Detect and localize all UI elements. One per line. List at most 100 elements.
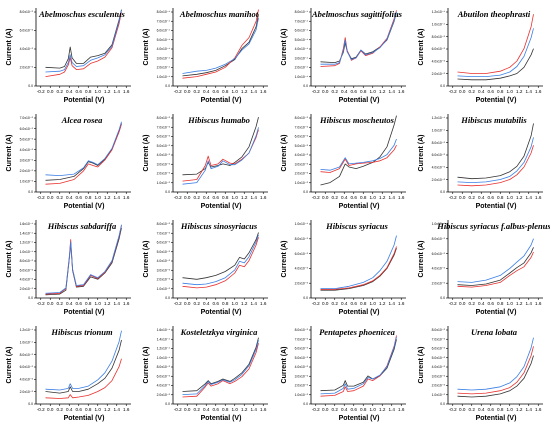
y-tick-label: 2.0x10⁻⁴: [295, 66, 309, 70]
series-line-blue: [45, 121, 122, 176]
series-line-red: [457, 14, 534, 74]
y-tick-label: 7.0x10⁻⁵: [295, 125, 309, 129]
x-tick-label: 0.0: [184, 301, 191, 306]
x-tick-label: 0.6: [213, 89, 220, 94]
y-tick-label: 8.0x10⁻⁵: [432, 141, 446, 145]
x-tick-label: 0.2: [194, 89, 201, 94]
x-tick-label: 1.6: [398, 301, 405, 306]
x-tick-label: 0.0: [47, 301, 54, 306]
y-tick-label: 3.0x10⁻⁴: [295, 56, 309, 60]
series-line-blue: [457, 337, 534, 391]
y-tick-label: 3.0x10⁻⁵: [157, 268, 171, 272]
y-tick-label: 3.0x10⁻⁵: [295, 162, 309, 166]
chart-title: Hibiscus syriacus: [325, 221, 388, 231]
x-tick-label: 0.2: [332, 301, 339, 306]
series-line-red: [45, 225, 122, 295]
y-tick-label: 5.0x10⁻⁵: [157, 250, 171, 254]
x-tick-label: 1.6: [398, 195, 405, 200]
series-line-red: [320, 335, 397, 397]
x-tick-label: 0.0: [184, 195, 191, 200]
x-tick-label: 0.2: [57, 89, 64, 94]
y-tick-label: 7.0x10⁻⁵: [432, 337, 446, 341]
series-line-black: [182, 117, 259, 176]
y-tick-label: 8.0x10⁻⁵: [20, 353, 34, 357]
y-tick-label: 6.0x10⁻⁵: [20, 365, 34, 369]
x-tick-label: 1.4: [114, 195, 121, 200]
x-tick-label: 0.4: [66, 89, 73, 94]
series-line-blue: [457, 238, 534, 283]
x-tick-label: 0.0: [184, 89, 191, 94]
y-tick-label: 2.0x10⁻⁵: [20, 287, 34, 291]
y-axis-label: Current (A): [418, 29, 425, 66]
x-tick-label: -0.2: [174, 407, 182, 412]
y-tick-label: 1.2x10⁻⁴: [20, 328, 34, 332]
x-tick-label: 0.4: [478, 407, 485, 412]
y-tick-label: 8.0x10⁻⁵: [20, 10, 34, 14]
x-tick-label: 0.6: [351, 407, 358, 412]
y-tick-label: 5.0x10⁻⁵: [295, 144, 309, 148]
x-tick-label: 0.0: [184, 407, 191, 412]
x-axis-label: Potential (V): [64, 415, 105, 422]
x-tick-label: 1.0: [507, 195, 514, 200]
y-tick-label: 6.0x10⁻⁵: [20, 29, 34, 33]
x-tick-label: 0.6: [488, 407, 495, 412]
y-tick-label: 2.0x10⁻⁵: [295, 281, 309, 285]
x-axis-label: Potential (V): [339, 97, 380, 104]
x-tick-label: 0.2: [194, 301, 201, 306]
y-tick-label: 4.0x10⁻⁵: [20, 378, 34, 382]
x-tick-label: 0.6: [213, 407, 220, 412]
x-tick-label: -0.2: [37, 407, 45, 412]
x-axis-label: Potential (V): [339, 309, 380, 316]
series-line-blue: [320, 336, 397, 395]
x-tick-label: 0.8: [360, 301, 367, 306]
chart-title: Abelmoschus esculentus: [38, 9, 125, 19]
x-tick-label: 1.2: [104, 89, 111, 94]
x-tick-label: 1.0: [95, 301, 102, 306]
chart-panel: -0.2 0.0 0.2 0.4 0.6 0.8 1.0 1.2 1.4 1.60.02.0x10…: [418, 220, 550, 316]
y-tick-label: 8.0x10⁻⁵: [20, 259, 34, 263]
y-tick-label: 8.0x10⁻⁵: [157, 365, 171, 369]
y-axis-label: Current (A): [6, 29, 13, 66]
chart-title: Abutilon theophrasti: [457, 9, 531, 19]
chart-panel: -0.2 0.0 0.2 0.4 0.6 0.8 1.0 1.2 1.4 1.60.02.0x10…: [143, 326, 268, 422]
x-axis-label: Potential (V): [64, 309, 105, 316]
y-tick-label: 7.0x10⁻⁵: [295, 337, 309, 341]
series-line-red: [182, 9, 259, 79]
y-tick-label: 1.4x10⁻⁴: [157, 337, 171, 341]
y-tick-label: 7.0x10⁻⁴: [157, 19, 171, 23]
y-tick-label: 4.0x10⁻⁵: [295, 267, 309, 271]
series-line-red: [182, 237, 259, 289]
series-line-red: [457, 145, 534, 187]
x-tick-label: -0.2: [449, 89, 457, 94]
x-tick-label: 0.8: [222, 89, 229, 94]
series-line-blue: [45, 224, 122, 294]
chart-title: Urena lobata: [471, 327, 518, 337]
series-line-black: [320, 12, 397, 63]
x-tick-label: 0.2: [469, 407, 476, 412]
y-tick-label: 8.0x10⁻⁴: [295, 10, 309, 14]
chart-panel: -0.2 0.0 0.2 0.4 0.6 0.8 1.0 1.2 1.4 1.60.01.0x10…: [143, 114, 268, 210]
x-tick-label: -0.2: [174, 89, 182, 94]
x-tick-label: 1.0: [370, 301, 377, 306]
x-tick-label: 0.2: [57, 195, 64, 200]
x-tick-label: 1.4: [251, 195, 258, 200]
y-tick-label: 6.0x10⁻⁵: [432, 347, 446, 351]
series-line-red: [182, 343, 259, 398]
x-axis-label: Potential (V): [339, 203, 380, 210]
x-tick-label: 0.8: [360, 407, 367, 412]
x-tick-label: 0.6: [213, 195, 220, 200]
y-tick-label: 0.0: [28, 296, 33, 300]
chart-title: Alcea rosea: [61, 115, 104, 125]
y-tick-label: 0.0: [440, 190, 445, 194]
series-line-black: [182, 232, 259, 280]
x-tick-label: 0.6: [76, 407, 83, 412]
chart-title: Hibiscus sinosyriacus: [180, 221, 258, 231]
x-axis-label: Potential (V): [476, 309, 517, 316]
x-tick-label: 1.4: [526, 89, 533, 94]
y-tick-label: 4.0x10⁻⁵: [20, 47, 34, 51]
x-tick-label: 0.4: [66, 301, 73, 306]
y-tick-label: 6.0x10⁻⁵: [432, 47, 446, 51]
y-tick-label: 6.0x10⁻⁵: [20, 268, 34, 272]
x-axis-label: Potential (V): [476, 97, 517, 104]
x-tick-label: 0.6: [488, 195, 495, 200]
